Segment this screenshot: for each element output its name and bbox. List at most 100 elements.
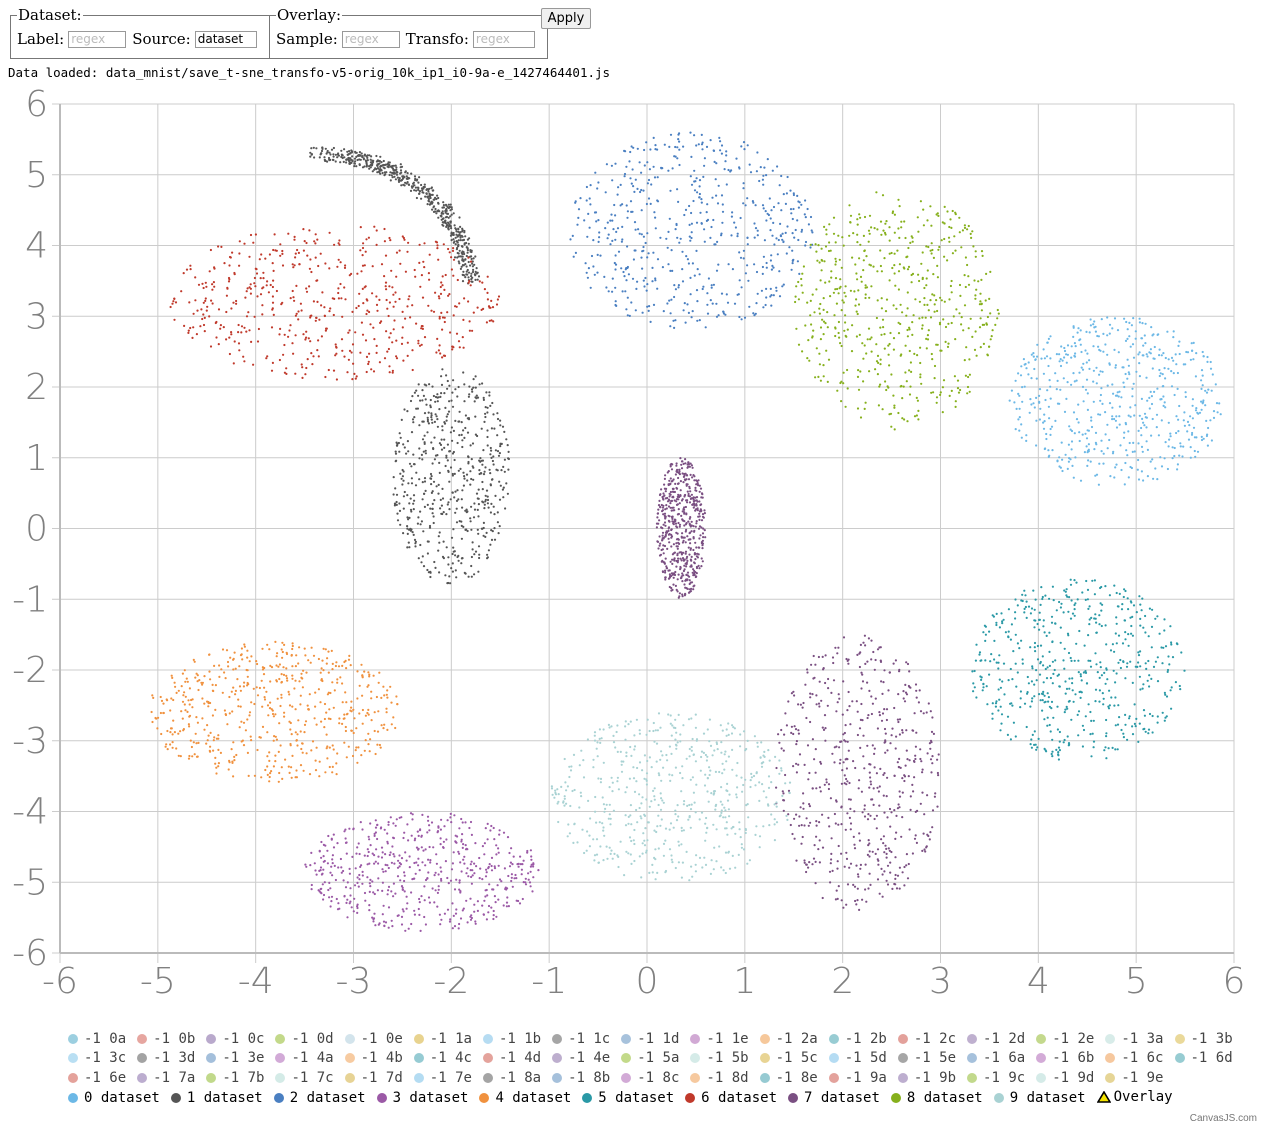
point-0-0-429 xyxy=(1025,434,1028,437)
point-5-0-353 xyxy=(1058,730,1061,734)
point-1-0-107 xyxy=(412,421,415,424)
point-3-0-467 xyxy=(507,874,510,878)
point-7-0-365 xyxy=(881,712,885,715)
point-5-0-187 xyxy=(1108,689,1111,692)
point-4-0-61 xyxy=(304,654,307,657)
point-0-0-373 xyxy=(1073,355,1077,358)
label-regex-input[interactable] xyxy=(68,30,127,48)
point-3-0-316 xyxy=(461,821,464,824)
point-7-0-509 xyxy=(890,850,893,854)
point-7-0-494 xyxy=(917,701,921,704)
point-3-0-459 xyxy=(324,844,327,847)
point-4-0-398 xyxy=(166,748,169,751)
point-1-0-433 xyxy=(447,469,450,472)
point-5-0-309 xyxy=(1099,666,1102,669)
point-3-0-527 xyxy=(374,831,377,834)
point-0-0-122 xyxy=(1148,396,1151,399)
point-0-0-3 xyxy=(1106,316,1109,319)
point-1-1-424 xyxy=(407,183,411,186)
point-7-0-520 xyxy=(931,716,934,719)
point-6-0-469 xyxy=(308,267,311,270)
point-7-0-47 xyxy=(897,693,900,696)
point-4-0-286 xyxy=(282,666,285,669)
point-4-0-122 xyxy=(281,641,284,644)
point-6-0-431 xyxy=(387,347,390,351)
sample-regex-input[interactable] xyxy=(341,30,400,48)
point-0-0-184 xyxy=(1202,399,1205,402)
point-3-0-513 xyxy=(381,851,384,854)
point-5-0-56 xyxy=(1183,669,1186,672)
point-3-0-288 xyxy=(313,862,316,865)
point-4-0-159 xyxy=(230,690,233,693)
transfo-regex-input[interactable] xyxy=(472,30,535,48)
point-5-0-143 xyxy=(1046,724,1049,727)
point-6-0-230 xyxy=(372,370,376,373)
point-2-0-3 xyxy=(598,236,601,239)
source-input[interactable] xyxy=(194,30,257,48)
point-3-0-27 xyxy=(465,872,468,875)
point-1-0-104 xyxy=(436,393,439,396)
point-1-1-372 xyxy=(425,188,428,191)
point-4-0-171 xyxy=(270,666,274,669)
point-5-0-213 xyxy=(1156,680,1160,683)
point-0-0-139 xyxy=(1175,363,1178,366)
point-7-0-225 xyxy=(886,816,889,819)
point-4-0-105 xyxy=(376,730,380,733)
point-0-0-270 xyxy=(1065,353,1068,356)
point-5-0-2 xyxy=(1100,624,1103,628)
point-2-0-24 xyxy=(652,303,656,306)
point-6-0-280 xyxy=(455,332,459,335)
point-2-0-117 xyxy=(668,299,671,302)
point-4-0-7 xyxy=(355,727,358,730)
point-7-0-149 xyxy=(798,815,801,818)
point-2-0-22 xyxy=(695,249,698,252)
point-4-0-469 xyxy=(213,664,216,668)
point-1-0-138 xyxy=(490,502,493,505)
point-7-0-46 xyxy=(874,852,877,856)
point-3-0-108 xyxy=(424,864,427,867)
apply-button[interactable]: Apply xyxy=(541,8,591,29)
point-5-0-18 xyxy=(1014,598,1017,601)
point-5-0-524 xyxy=(971,670,974,673)
point-1-0-247 xyxy=(406,527,409,530)
point-6-0-522 xyxy=(451,348,454,351)
point-6-0-16 xyxy=(264,257,267,260)
point-4-0-514 xyxy=(299,694,302,697)
point-6-0-492 xyxy=(211,283,214,286)
point-5-0-229 xyxy=(1144,662,1147,665)
point-2-0-297 xyxy=(652,136,655,139)
point-6-0-450 xyxy=(247,311,250,314)
point-1-0-296 xyxy=(458,434,461,437)
point-3-0-409 xyxy=(482,913,485,916)
point-2-0-275 xyxy=(782,240,785,244)
point-3-0-507 xyxy=(442,840,445,843)
point-4-0-26 xyxy=(378,743,381,747)
point-0-0-506 xyxy=(1050,425,1054,428)
point-7-0-518 xyxy=(806,671,809,674)
point-1-0-151 xyxy=(402,495,405,498)
point-7-0-283 xyxy=(866,818,870,821)
point-1-1-536 xyxy=(457,227,460,230)
point-6-0-53 xyxy=(467,256,470,259)
point-2-0-469 xyxy=(722,310,725,313)
point-1-0-60 xyxy=(482,449,485,452)
point-0-0-476 xyxy=(1131,395,1134,398)
point-5-0-226 xyxy=(1050,700,1054,704)
point-4-0-490 xyxy=(206,700,209,703)
point-0-0-197 xyxy=(1164,377,1167,380)
point-7-0-87 xyxy=(852,760,855,763)
point-5-0-15 xyxy=(1011,704,1014,707)
point-2-0-75 xyxy=(621,290,624,293)
point-3-0-56 xyxy=(359,821,362,824)
point-6-0-363 xyxy=(404,270,407,273)
point-0-0-11 xyxy=(1090,425,1094,429)
point-6-0-359 xyxy=(292,266,295,269)
point-7-0-12 xyxy=(929,710,932,713)
point-4-0-336 xyxy=(308,693,311,696)
point-5-0-464 xyxy=(1000,713,1004,716)
point-1-0-26 xyxy=(413,416,416,419)
point-6-0-7 xyxy=(492,320,495,323)
point-6-0-140 xyxy=(351,378,354,381)
point-4-0-548 xyxy=(361,722,364,725)
